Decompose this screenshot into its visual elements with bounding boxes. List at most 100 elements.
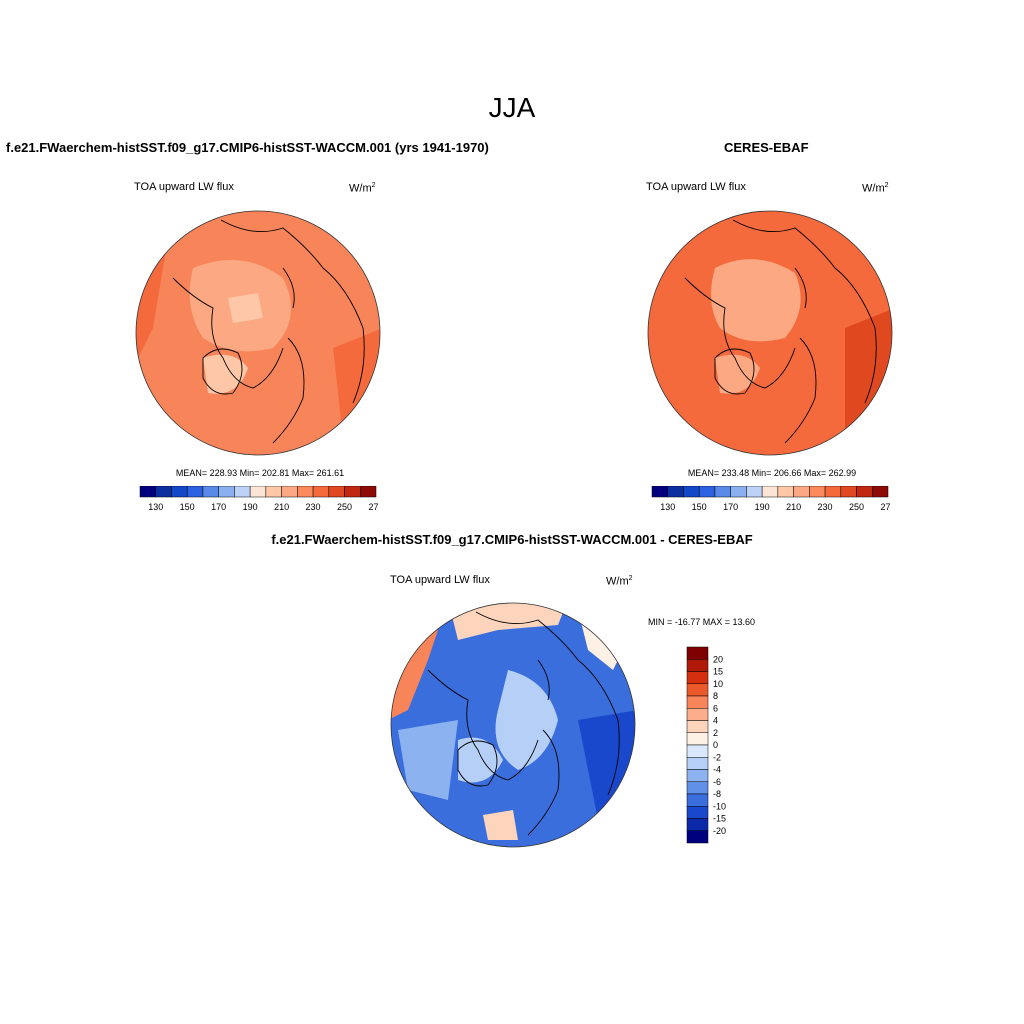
colorbar-tick-label: -8: [713, 789, 721, 799]
colorbar-cell: [872, 486, 889, 498]
colorbar-cell: [297, 486, 314, 498]
colorbar-model: 130 150 170 190 210 230 250 270: [139, 486, 378, 512]
colorbar-cell: [793, 486, 810, 498]
variable-label-model: TOA upward LW flux: [134, 181, 234, 193]
panel-title-model: f.e21.FWaerchem-histSST.f09_g17.CMIP6-hi…: [6, 140, 489, 155]
colorbar-tick-label: 130: [148, 502, 163, 512]
colorbar-cell: [686, 793, 709, 807]
colorbar-cell: [218, 486, 235, 498]
units-label-diff: W/m2: [606, 575, 633, 588]
colorbar-cell: [686, 781, 709, 795]
colorbar-tick-label: 20: [713, 654, 723, 664]
colorbar-cell: [686, 732, 709, 746]
colorbar-cell: [249, 486, 267, 498]
stats-diff: MIN = -16.77 MAX = 13.60: [648, 617, 756, 627]
colorbar-cell: [824, 486, 842, 498]
colorbar-cell: [667, 486, 684, 498]
model-field-greenland: [203, 354, 248, 394]
colorbar-cell: [360, 486, 377, 498]
colorbar-tick-label: -6: [713, 777, 721, 787]
colorbar-cell: [312, 486, 330, 498]
colorbar-cell: [234, 486, 251, 498]
obs-coastlines: [684, 219, 877, 444]
polar-map-diff: [390, 602, 636, 848]
colorbar-tick-label: 170: [723, 502, 738, 512]
colorbar-cell: [686, 830, 709, 844]
colorbar-cell: [686, 683, 709, 697]
colorbar-tick-label: 130: [660, 502, 675, 512]
colorbar-cell: [281, 486, 298, 498]
colorbar-cell: [202, 486, 219, 498]
colorbar-tick-label: 230: [306, 502, 321, 512]
colorbar-cell: [686, 818, 709, 831]
colorbar-cell: [651, 486, 668, 498]
colorbar-cell: [683, 486, 700, 498]
colorbar-tick-label: -20: [713, 826, 726, 836]
colorbar-tick-label: 6: [713, 703, 718, 713]
colorbar-tick-label: 210: [786, 502, 801, 512]
colorbar-tick-label: -4: [713, 765, 721, 775]
figure-title: JJA: [488, 92, 536, 123]
colorbar-cell: [761, 486, 779, 498]
colorbar-cell: [686, 757, 709, 770]
colorbar-tick-label: 270: [368, 502, 378, 512]
colorbar-tick-label: 10: [713, 679, 723, 689]
colorbar-cell: [171, 486, 188, 498]
colorbar-tick-label: 190: [755, 502, 770, 512]
colorbar-tick-label: -15: [713, 814, 726, 824]
colorbar-cell: [686, 769, 709, 782]
colorbar-tick-label: 250: [849, 502, 864, 512]
colorbar-cell: [686, 806, 709, 819]
colorbar-cell: [714, 486, 731, 498]
colorbar-cell: [686, 695, 709, 709]
colorbar-tick-label: 170: [211, 502, 226, 512]
colorbar-tick-label: 230: [818, 502, 833, 512]
panel-title-obs: CERES-EBAF: [724, 140, 809, 155]
units-label-model: W/m2: [349, 182, 376, 195]
colorbar-tick-label: 210: [274, 502, 289, 512]
stats-model: MEAN= 228.93 Min= 202.81 Max= 261.61: [175, 468, 345, 478]
colorbar-cell: [777, 486, 794, 498]
colorbar-tick-label: -2: [713, 752, 721, 762]
colorbar-cell: [265, 486, 282, 498]
colorbar-cell: [856, 486, 873, 498]
colorbar-tick-label: 8: [713, 691, 718, 701]
colorbar-cell: [139, 486, 156, 498]
variable-label-obs: TOA upward LW flux: [646, 181, 746, 193]
units-label-obs: W/m2: [862, 182, 889, 195]
panel-title-diff: f.e21.FWaerchem-histSST.f09_g17.CMIP6-hi…: [271, 532, 753, 547]
colorbar-cell: [686, 744, 709, 758]
variable-label-diff: TOA upward LW flux: [390, 574, 490, 586]
colorbar-cell: [686, 708, 709, 721]
colorbar-cell: [698, 486, 716, 498]
diff-coastlines: [427, 611, 620, 836]
colorbar-cell: [746, 486, 763, 498]
colorbar-cell: [686, 659, 709, 672]
colorbar-tick-label: 2: [713, 728, 718, 738]
colorbar-cell: [809, 486, 826, 498]
colorbar-tick-label: 0: [713, 740, 718, 750]
polar-map-model: [135, 210, 381, 456]
colorbar-tick-label: 150: [180, 502, 195, 512]
colorbar-cell: [686, 720, 709, 733]
colorbar-cell: [155, 486, 172, 498]
colorbar-tick-label: 270: [880, 502, 890, 512]
stats-obs: MEAN= 233.48 Min= 206.66 Max= 262.99: [687, 468, 857, 478]
colorbar-obs: 130 150 170 190 210 230 250 270: [651, 486, 890, 512]
colorbar-cell: [730, 486, 747, 498]
model-coastlines: [172, 219, 365, 444]
colorbar-tick-label: 150: [692, 502, 707, 512]
colorbar-tick-label: -10: [713, 801, 726, 811]
colorbar-cell: [686, 646, 709, 660]
colorbar-tick-label: 190: [243, 502, 258, 512]
colorbar-cell: [328, 486, 345, 498]
obs-field-arctic: [711, 259, 801, 342]
colorbar-tick-label: 4: [713, 716, 718, 726]
diff-field-light: [495, 670, 558, 770]
colorbar-cell: [344, 486, 361, 498]
polar-map-obs: [647, 210, 893, 456]
colorbar-cell: [186, 486, 204, 498]
colorbar-tick-label: 15: [713, 667, 723, 677]
colorbar-cell: [840, 486, 857, 498]
